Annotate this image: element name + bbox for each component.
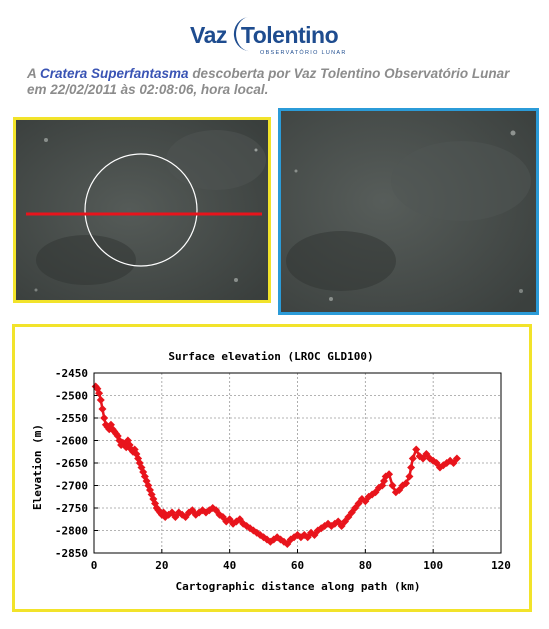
data-point (96, 396, 105, 404)
y-tick-label: -2500 (55, 390, 88, 403)
x-tick-label: 100 (423, 559, 443, 572)
data-point (100, 414, 109, 422)
x-tick-label: 20 (155, 559, 168, 572)
y-tick-label: -2600 (55, 435, 88, 448)
elevation-chart: Surface elevation (LROC GLD100) 0 20 40 60 8… (31, 350, 511, 593)
chart-title: Surface elevation (LROC GLD100) (168, 350, 373, 363)
data-point (407, 463, 416, 472)
lunar-surface-raw (281, 111, 536, 312)
lunar-image-annotated (13, 117, 271, 303)
elevation-chart-frame: Surface elevation (LROC GLD100) 0 20 40 60 8… (12, 324, 532, 612)
x-tick-label: 80 (359, 559, 372, 572)
x-tick-label: 40 (223, 559, 236, 572)
data-point (402, 479, 411, 488)
observatory-logo: Vaz Tolentino OBSERVATÓRIO LUNAR (190, 14, 345, 64)
y-tick-label: -2450 (55, 367, 88, 380)
y-tick-label: -2650 (55, 457, 88, 470)
logo-brand-left: Vaz (190, 22, 227, 48)
caption-prefix: A (27, 66, 40, 81)
data-point (95, 389, 104, 398)
x-tick-label: 60 (291, 559, 304, 572)
data-point (98, 405, 107, 413)
data-point (452, 454, 461, 463)
y-tick-label: -2800 (55, 525, 88, 538)
y-tick-label: -2850 (55, 547, 88, 560)
logo-brand-right: Tolentino (240, 22, 339, 48)
lunar-image-raw (278, 108, 539, 315)
y-tick-label: -2550 (55, 412, 88, 425)
x-tick-label: 120 (491, 559, 511, 572)
crater-name: Cratera Superfantasma (40, 66, 189, 81)
y-tick-label: -2700 (55, 480, 88, 493)
data-point (388, 481, 397, 490)
logo-tagline: OBSERVATÓRIO LUNAR (260, 50, 347, 56)
logo-wordmark: Vaz Tolentino (190, 22, 339, 49)
series-line (94, 385, 458, 546)
data-point (134, 454, 143, 463)
data-point (132, 450, 141, 458)
data-point (137, 463, 146, 472)
x-axis-label: Cartographic distance along path (km) (175, 580, 420, 593)
moon-crescent-icon (233, 17, 252, 52)
discovery-caption: A Cratera Superfantasma descoberta por V… (27, 66, 527, 98)
data-point (412, 445, 421, 454)
x-tick-label: 0 (91, 559, 98, 572)
lunar-surface-annotated (16, 120, 268, 300)
y-tick-label: -2750 (55, 502, 88, 515)
crater-outline (84, 153, 198, 267)
data-point (408, 454, 417, 463)
caption-text: descoberta por Vaz Tolentino Observatóri… (27, 66, 510, 97)
y-axis-label: Elevation (m) (31, 424, 44, 510)
data-point (405, 472, 414, 481)
data-point (135, 459, 144, 467)
data-point (385, 470, 394, 479)
